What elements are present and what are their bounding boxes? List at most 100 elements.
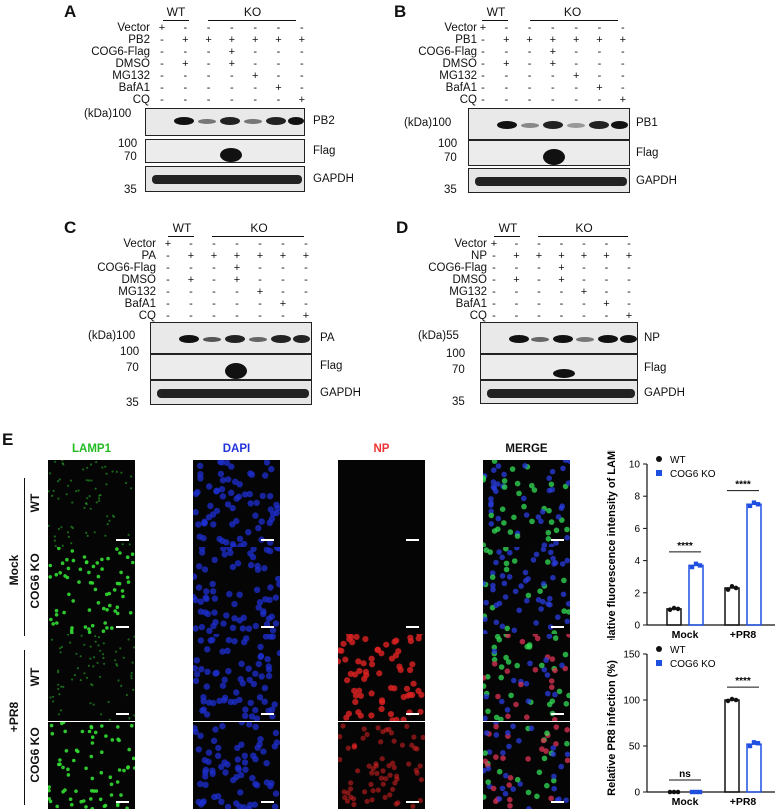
scale-bar	[551, 626, 564, 628]
sign-cell: -	[481, 34, 485, 46]
data-point	[671, 605, 677, 611]
sign-cell: +	[158, 22, 166, 34]
sign-cell: -	[166, 298, 170, 310]
sign-cell: -	[189, 262, 193, 274]
y-tick-label: 150	[623, 650, 640, 661]
category-label: +PR8	[730, 629, 757, 640]
sign-cell: +	[187, 274, 195, 286]
sign-cell: +	[558, 274, 565, 286]
blot-name: GAPDH	[636, 175, 677, 187]
sign-cell: -	[514, 310, 519, 322]
group-ko-label: KO	[250, 221, 268, 235]
condition-label: CQ	[469, 310, 487, 322]
blot-target	[145, 108, 305, 136]
condition-label: DMSO	[442, 58, 478, 70]
scale-bar	[116, 626, 129, 628]
group-ko-line	[538, 236, 628, 237]
sign-cell: -	[504, 82, 509, 94]
data-point	[697, 563, 703, 568]
bar-cog6-ko	[746, 743, 762, 793]
sign-cell: +	[596, 82, 603, 94]
significance-label: ns	[679, 769, 691, 780]
sign-cell: -	[160, 46, 164, 58]
sign-cell: -	[183, 22, 188, 34]
sign-cell: -	[604, 274, 609, 286]
row-group-pr8: +PR8	[7, 701, 21, 733]
sign-cell: -	[299, 70, 304, 82]
condition-label: CQ	[459, 94, 477, 106]
data-point	[751, 740, 757, 745]
sign-cell: -	[276, 46, 281, 58]
sign-cell: +	[251, 70, 259, 82]
data-point	[671, 789, 677, 795]
panel-b: B WT KO Vector PB1 COG6-Flag DMSO MG132 …	[390, 0, 783, 200]
sign-cell: +	[603, 298, 610, 310]
panel-c: C WT KO Vector PA COG6-Flag DMSO MG132 B…	[0, 214, 390, 414]
group-ko-label: KO	[563, 5, 582, 19]
sign-cell: -	[492, 274, 496, 286]
sign-cell: -	[281, 286, 285, 298]
blot-name: GAPDH	[320, 387, 361, 399]
condition-label: Vector	[117, 22, 150, 34]
sign-cell: -	[235, 238, 239, 250]
band	[509, 335, 529, 343]
band	[497, 121, 517, 129]
sign-cell: -	[492, 298, 496, 310]
scale-bar	[406, 713, 419, 715]
blot-target	[480, 322, 638, 354]
sign-cell: -	[281, 238, 285, 250]
sign-cell: -	[537, 262, 541, 274]
band	[244, 119, 262, 124]
sign-cell: -	[235, 298, 239, 310]
micrograph-lamp1	[48, 722, 135, 809]
sign-cell: -	[597, 22, 602, 34]
legend-wt-marker	[656, 646, 662, 652]
sign-cell: -	[527, 46, 532, 58]
sign-cell: -	[604, 238, 609, 250]
micrograph-dapi	[193, 547, 280, 634]
panel-letter: A	[64, 2, 77, 21]
group-wt-line	[482, 20, 508, 21]
sign-cell: -	[582, 238, 586, 250]
panel-d: D WT KO Vector NP COG6-Flag DMSO MG132 B…	[390, 214, 783, 414]
condition-label: Vector	[444, 22, 477, 34]
band	[567, 123, 585, 128]
band	[553, 369, 575, 378]
sign-cell: -	[527, 22, 532, 34]
y-axis	[646, 654, 775, 793]
scale-bar	[116, 539, 129, 541]
sign-cell: -	[514, 298, 519, 310]
group-ko-line	[212, 236, 304, 237]
sign-cell: -	[230, 22, 234, 34]
sign-cell: -	[189, 298, 193, 310]
sign-cell: +	[503, 34, 510, 46]
bar-cog6-ko	[746, 503, 762, 626]
y-axis	[646, 464, 775, 626]
panel-letter: D	[396, 218, 409, 237]
blot-flag	[468, 140, 630, 166]
mw-label: 35	[126, 397, 139, 409]
group-ko-line	[208, 20, 296, 21]
micrograph-lamp1	[48, 547, 135, 634]
blot-gapdh	[145, 166, 305, 192]
group-wt-line	[168, 236, 194, 237]
sign-cell: +	[302, 250, 310, 262]
band	[531, 337, 549, 342]
sign-cell: +	[625, 310, 633, 322]
y-tick-label: 6	[634, 524, 640, 535]
significance: ns ****	[669, 676, 759, 781]
sign-cell: -	[574, 46, 579, 58]
mw-label: 70	[452, 364, 465, 376]
y-tick-label: 0	[634, 621, 640, 632]
group-ko-label: KO	[243, 5, 262, 19]
sign-cell: -	[514, 238, 519, 250]
condition-label: COG6-Flag	[428, 262, 487, 274]
sign-cell: -	[514, 262, 519, 274]
significance-label: ****	[677, 541, 693, 552]
sign-cell: +	[619, 34, 627, 46]
mw-label: 100	[118, 138, 138, 150]
y-tick-label: 100	[623, 696, 640, 707]
sign-cell: -	[160, 34, 164, 46]
sign-cell: -	[582, 262, 586, 274]
legend-ko-label: COG6 KO	[670, 469, 716, 480]
